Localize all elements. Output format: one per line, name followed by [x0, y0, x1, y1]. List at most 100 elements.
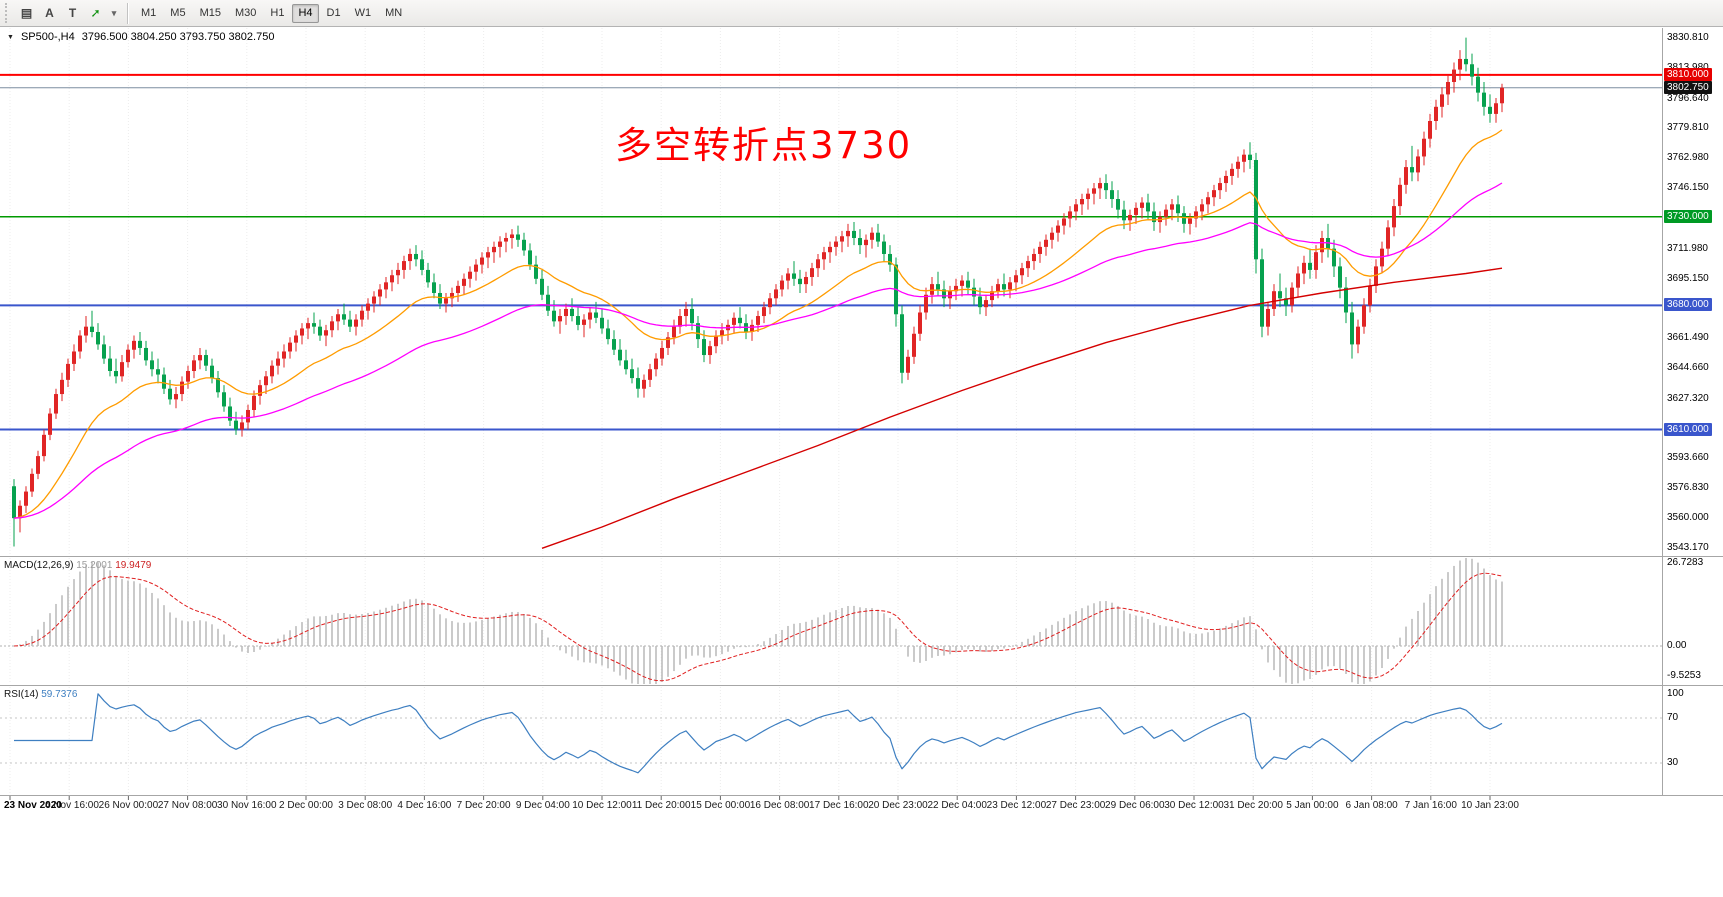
- candle-body: [546, 294, 550, 311]
- timeframe-group: M1 M5 M15 M30 H1 H4 D1 W1 MN: [134, 3, 409, 23]
- candle-body: [948, 291, 952, 299]
- candle-body: [690, 308, 694, 324]
- candle-body: [612, 339, 616, 350]
- timeframe-button-w1[interactable]: W1: [354, 7, 372, 19]
- timeframe-button-m30[interactable]: M30: [234, 7, 257, 19]
- macd-signal-value: 19.9479: [115, 560, 152, 571]
- candle-body: [24, 491, 28, 506]
- timeframe-button-d1[interactable]: D1: [326, 7, 341, 19]
- ma-medium-line: [13, 182, 1503, 519]
- candle-body: [756, 316, 760, 325]
- candle-body: [354, 319, 358, 327]
- candle-body: [480, 257, 484, 265]
- candle-body: [180, 381, 184, 395]
- candle-body: [336, 314, 340, 322]
- candle-body: [114, 370, 118, 377]
- timeframe-button-m5[interactable]: M5: [170, 7, 186, 19]
- candle-body: [1230, 168, 1234, 176]
- price-tick-label: 3644.660: [1667, 362, 1709, 374]
- candle-body: [810, 268, 814, 278]
- time-axis-label: 3 Dec 08:00: [338, 800, 393, 811]
- candle-body: [282, 351, 286, 359]
- candle-body: [1212, 190, 1216, 198]
- macd-label: MACD(12,26,9) 15.2001 19.9479: [4, 560, 151, 571]
- timeframe-button-m15[interactable]: M15: [199, 7, 221, 19]
- candle-body: [1332, 248, 1336, 267]
- candle-body: [138, 340, 142, 348]
- candle-body: [1206, 197, 1210, 205]
- time-axis-label: 26 Nov 00:00: [98, 800, 159, 811]
- candle-body: [78, 335, 82, 352]
- candle-body: [1434, 106, 1438, 121]
- candle-body: [1416, 156, 1420, 173]
- rsi-panel[interactable]: [0, 687, 1662, 795]
- candle-body: [12, 486, 16, 519]
- candle-body: [1440, 94, 1444, 107]
- time-axis-label: 6 Jan 08:00: [1345, 800, 1398, 811]
- time-axis-label: 29 Dec 06:00: [1105, 800, 1165, 811]
- symbol-dropdown-icon[interactable]: ▼: [7, 33, 14, 41]
- candle-body: [522, 239, 526, 251]
- ohlc-values: 3796.500 3804.250 3793.750 3802.750: [81, 31, 275, 43]
- candle-body: [960, 280, 964, 286]
- price-tick-label: 3746.150: [1667, 182, 1709, 194]
- candle-body: [594, 312, 598, 318]
- candle-body: [1200, 204, 1204, 212]
- candle-body: [432, 282, 436, 293]
- candle-body: [402, 261, 406, 270]
- candle-body: [1008, 282, 1012, 290]
- price-tick-label: 3830.810: [1667, 32, 1709, 43]
- chart-list-icon[interactable]: ▤: [20, 6, 33, 20]
- timeframe-button-h1[interactable]: H1: [270, 7, 285, 19]
- candle-body: [1374, 266, 1378, 286]
- timeframe-button-m1[interactable]: M1: [141, 7, 157, 19]
- candle-body: [1050, 232, 1054, 240]
- time-axis-label: 22 Dec 04:00: [927, 800, 987, 811]
- timeframe-button-h4[interactable]: H4: [292, 3, 319, 23]
- price-tick-label: 3627.320: [1667, 392, 1709, 404]
- candle-body: [1122, 209, 1126, 221]
- candle-body: [510, 234, 514, 239]
- annotation-letter-icon[interactable]: A: [45, 6, 54, 20]
- candle-body: [1296, 273, 1300, 288]
- price-tick-label: 3762.980: [1667, 152, 1709, 164]
- time-axis-label: 30 Nov 16:00: [217, 800, 277, 811]
- macd-main-value: 15.2001: [76, 560, 113, 571]
- main-price-panel[interactable]: [0, 28, 1662, 556]
- candle-body: [858, 238, 862, 246]
- candle-body: [564, 308, 568, 317]
- toolbar-drag-handle[interactable]: [5, 3, 11, 23]
- candle-body: [1140, 202, 1144, 208]
- candle-body: [1104, 183, 1108, 191]
- time-axis-label: 23 Dec 12:00: [986, 800, 1047, 811]
- candle-body: [30, 473, 34, 492]
- candle-body: [684, 308, 688, 317]
- candle-body: [540, 278, 544, 295]
- candle-body: [54, 394, 58, 414]
- time-axis-label: 5 Jan 00:00: [1286, 800, 1339, 811]
- candle-body: [1002, 284, 1006, 290]
- candle-body: [468, 271, 472, 279]
- candle-body: [1284, 298, 1288, 306]
- candle-body: [906, 356, 910, 373]
- candle-body: [786, 273, 790, 281]
- dropdown-chevron-icon[interactable]: ▾: [111, 7, 117, 18]
- text-label-icon[interactable]: T: [68, 6, 77, 20]
- candle-body: [930, 284, 934, 295]
- time-axis-label: 30 Dec 12:00: [1164, 800, 1224, 811]
- macd-panel[interactable]: [0, 558, 1662, 689]
- candle-body: [90, 326, 94, 332]
- candle-body: [216, 378, 220, 393]
- candle-body: [552, 310, 556, 322]
- candle-body: [870, 232, 874, 240]
- candle-body: [1044, 239, 1048, 247]
- candle-body: [450, 292, 454, 299]
- indicator-arrow-icon[interactable]: ➚: [90, 6, 101, 20]
- candle-body: [1266, 308, 1270, 327]
- timeframe-button-mn[interactable]: MN: [385, 7, 403, 19]
- candle-body: [84, 326, 88, 336]
